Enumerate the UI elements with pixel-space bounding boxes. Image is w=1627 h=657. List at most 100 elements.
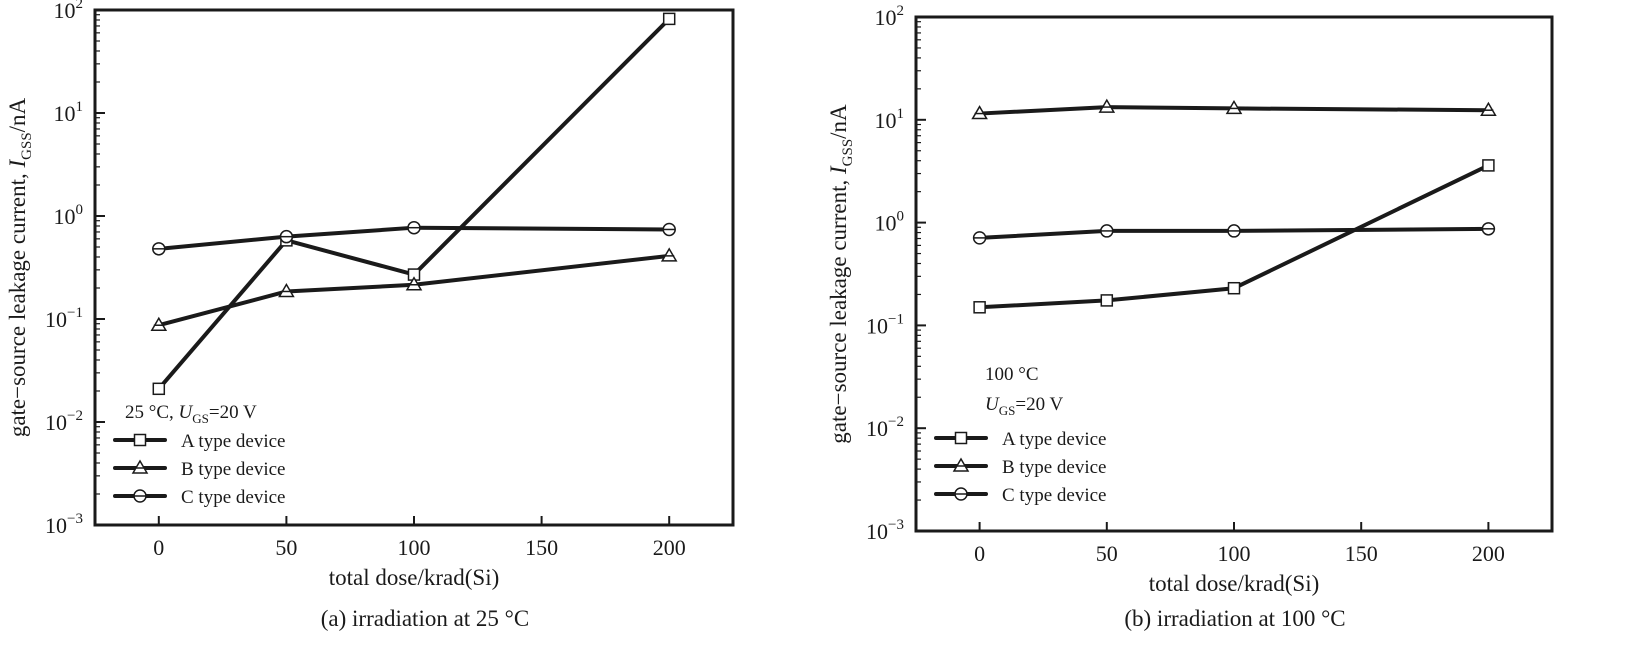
y-label-subscript: GSS (840, 139, 856, 167)
y-tick-exponent: −1 (888, 311, 904, 327)
data-point-triangle (278, 282, 295, 298)
annotation-part: =20 V (209, 402, 257, 423)
annotation-part: 25 °C, (125, 402, 179, 423)
condition-annotation: 25 °C, UGS=20 V (125, 402, 257, 426)
legend-marker-square (133, 433, 147, 447)
x-tick-label: 50 (275, 535, 297, 560)
y-axis-label: gate−source leakage current, IGSS/nA (826, 104, 856, 444)
annotation-part: GS (192, 411, 209, 426)
legend-entry: C type device (934, 485, 1106, 506)
data-point-square (1227, 281, 1241, 295)
plot-frame (914, 15, 1554, 533)
x-tick-label: 50 (1096, 541, 1118, 566)
y-tick-exponent: 0 (897, 209, 905, 225)
data-point-square (662, 12, 676, 26)
y-tick-exponent: −3 (67, 511, 83, 527)
condition-annotation: 100 °C (985, 364, 1039, 385)
y-tick-base: 10 (866, 519, 888, 544)
legend-label: A type device (1002, 429, 1106, 450)
x-tick-label: 150 (525, 535, 558, 560)
y-tick-label: 101 (54, 99, 84, 126)
y-tick-base: 10 (45, 513, 67, 538)
data-point-square (152, 382, 166, 396)
y-label-symbol: I (826, 165, 851, 175)
legend-entry: A type device (934, 429, 1106, 450)
series-line-circle (156, 225, 672, 251)
series-line-triangle (156, 253, 672, 328)
y-label-unit: /nA (5, 97, 30, 132)
y-tick-label: 10−1 (45, 305, 83, 332)
y-tick-base: 10 (45, 410, 67, 435)
legend-entry: B type device (934, 457, 1106, 478)
x-tick-label: 100 (398, 535, 431, 560)
data-point-square (1482, 159, 1495, 172)
y-tick-exponent: 2 (76, 0, 84, 12)
legend-marker-square (954, 431, 968, 445)
y-tick-base: 10 (45, 307, 67, 332)
y-label-unit: /nA (826, 104, 851, 139)
y-tick-label: 10−2 (866, 414, 904, 441)
data-point-triangle (1480, 101, 1497, 116)
legend-label: B type device (1002, 457, 1106, 478)
y-tick-exponent: 1 (76, 99, 84, 115)
data-point-square (1100, 294, 1114, 307)
series-line-square (156, 16, 672, 391)
y-tick-exponent: −3 (888, 517, 904, 533)
x-tick-label: 200 (653, 535, 686, 560)
y-tick-label: 10−3 (866, 517, 904, 544)
legend-label: A type device (181, 431, 285, 452)
x-tick-label: 100 (1218, 541, 1251, 566)
data-point-triangle (1225, 99, 1243, 115)
y-tick-label: 102 (54, 0, 84, 23)
data-point-triangle (405, 276, 423, 291)
series-line-circle (977, 226, 1491, 240)
y-tick-base: 10 (866, 313, 888, 338)
y-tick-label: 10−1 (866, 311, 904, 338)
legend-entry: B type device (113, 459, 285, 480)
y-tick-exponent: −2 (67, 408, 83, 424)
data-point-triangle (971, 105, 988, 120)
legend-marker-triangle (131, 459, 149, 474)
data-point-square (973, 301, 986, 314)
x-tick-label: 0 (974, 541, 985, 566)
legend-label: C type device (1002, 485, 1106, 506)
y-tick-base: 10 (866, 416, 888, 441)
y-tick-exponent: 1 (897, 106, 905, 122)
y-tick-label: 10−3 (45, 511, 83, 538)
x-tick-label: 0 (153, 535, 164, 560)
y-tick-label: 101 (875, 106, 905, 133)
annotation-part: 100 °C (985, 364, 1039, 385)
y-tick-base: 10 (875, 108, 897, 133)
legend-marker-triangle (952, 457, 970, 472)
y-tick-label: 102 (875, 3, 905, 30)
y-tick-exponent: −1 (67, 305, 83, 321)
series-line-square (977, 163, 1491, 310)
x-axis-label: total dose/krad(Si) (329, 565, 500, 590)
y-tick-base: 10 (54, 204, 76, 229)
legend-label: C type device (181, 487, 285, 508)
panel-caption: (a) irradiation at 25 °C (321, 606, 529, 631)
legend-entry: A type device (113, 431, 285, 452)
panel-caption: (b) irradiation at 100 °C (1124, 606, 1345, 631)
data-point-triangle (150, 316, 168, 331)
annotation-part: U (179, 402, 194, 423)
legend-label: B type device (181, 459, 285, 480)
legend-entry: C type device (113, 487, 285, 508)
y-tick-exponent: 2 (897, 3, 905, 19)
y-tick-base: 10 (54, 0, 76, 23)
annotation-part: =20 V (1015, 394, 1063, 415)
x-tick-label: 150 (1345, 541, 1378, 566)
y-label-subscript: GSS (19, 132, 35, 160)
y-tick-label: 10−2 (45, 408, 83, 435)
y-label-text: gate−source leakage current, (5, 168, 30, 438)
condition-annotation: UGS=20 V (985, 394, 1063, 418)
data-point-triangle (1098, 98, 1116, 113)
x-tick-label: 200 (1472, 541, 1505, 566)
y-tick-exponent: 0 (76, 202, 84, 218)
x-axis-label: total dose/krad(Si) (1149, 571, 1320, 596)
y-tick-base: 10 (54, 101, 76, 126)
y-label-symbol: I (5, 159, 30, 169)
